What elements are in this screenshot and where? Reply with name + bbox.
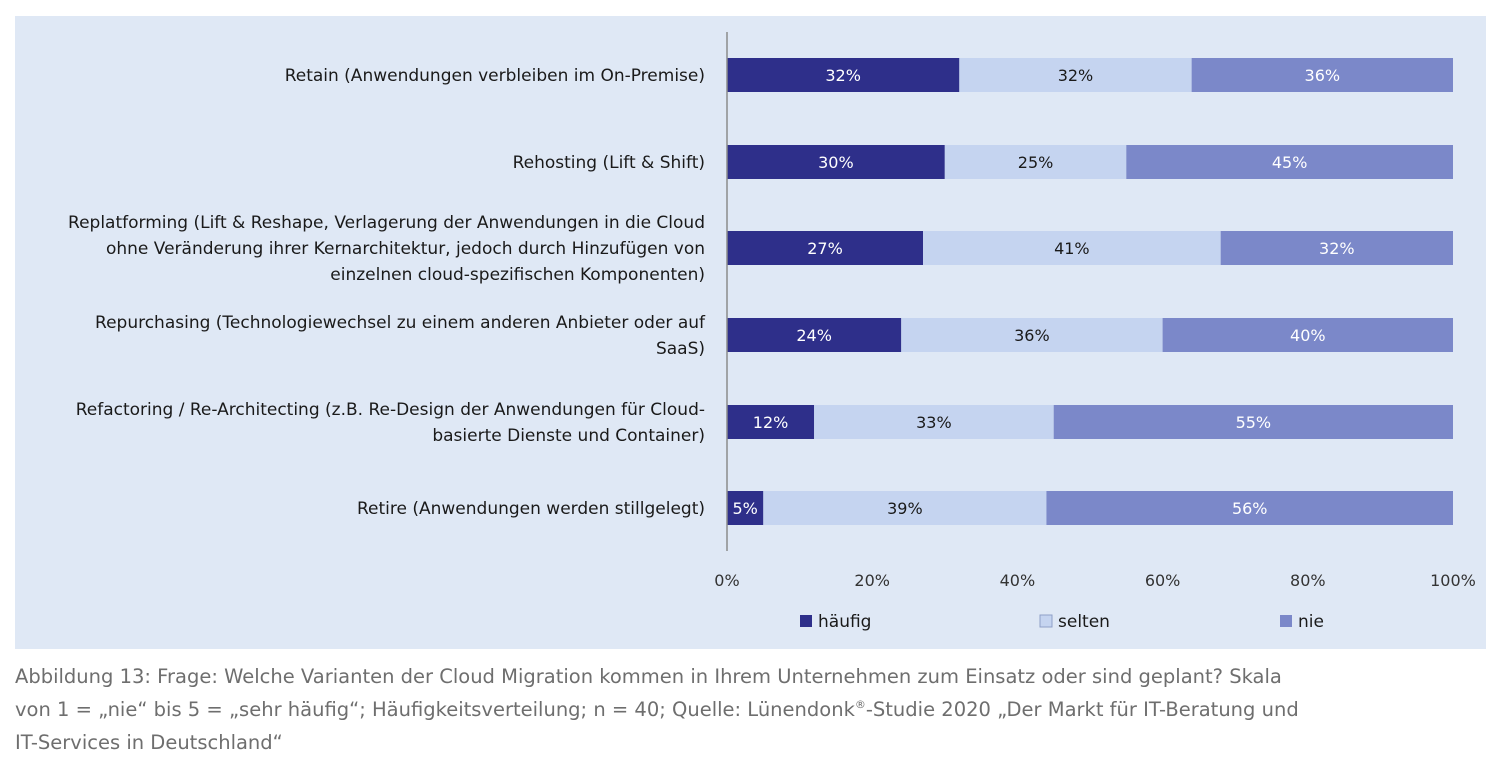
data-label: 45% (1272, 153, 1308, 172)
data-label: 12% (753, 413, 789, 432)
bar-segment-nie (1046, 491, 1453, 525)
data-label: 27% (807, 239, 843, 258)
caption-line-1: Abbildung 13: Frage: Welche Varianten de… (15, 665, 1282, 688)
category-label: Refactoring / Re-Architecting (z.B. Re-D… (76, 400, 705, 446)
bar-segment-selten (923, 231, 1221, 265)
bar-segment-selten (763, 491, 1047, 525)
bar-segment-selten (944, 145, 1127, 179)
legend-label: häufig (818, 612, 871, 632)
category-label-line: Retain (Anwendungen verbleiben im On-Pre… (285, 66, 705, 86)
chart-panel: 32% 32% 36% Retain (Anwendungen verbleiben … (15, 16, 1486, 649)
legend-swatch-selten (1039, 614, 1053, 628)
bar-segment-häufig (727, 405, 815, 439)
data-label: 24% (796, 326, 832, 345)
bar-segment-nie (1220, 231, 1453, 265)
category-label-line: Retire (Anwendungen werden stillgelegt) (357, 499, 705, 519)
bar-segment-häufig (727, 318, 902, 352)
bar-segment-häufig (727, 145, 945, 179)
x-tick-label: 100% (1430, 571, 1476, 590)
bar-segment-selten (901, 318, 1163, 352)
category-label-line: einzelnen cloud-spezifischen Komponenten… (330, 265, 705, 285)
caption-line-2: von 1 = „nie“ bis 5 = „sehr häufig“; Häu… (15, 693, 1485, 726)
data-label: 5% (732, 499, 757, 518)
x-tick-label: 80% (1290, 571, 1326, 590)
category-label: Retire (Anwendungen werden stillgelegt) (357, 499, 705, 519)
registered-mark: ® (854, 698, 866, 711)
legend-swatch-häufig (800, 615, 812, 627)
data-label: 33% (916, 413, 952, 432)
data-label: 32% (1058, 66, 1094, 85)
data-label: 32% (1319, 239, 1355, 258)
category-label-line: basierte Dienste und Container) (432, 426, 705, 446)
x-tick-label: 0% (714, 571, 739, 590)
bar-segment-nie (1191, 58, 1453, 92)
category-label-line: SaaS) (656, 339, 705, 359)
category-label: Rehosting (Lift & Shift) (513, 153, 705, 173)
stacked-bar-chart: 32% 32% 36% Retain (Anwendungen verbleiben … (68, 32, 1476, 632)
data-label: 55% (1236, 413, 1272, 432)
data-label: 36% (1305, 66, 1341, 85)
data-label: 32% (825, 66, 861, 85)
category-label-line: Refactoring / Re-Architecting (z.B. Re-D… (76, 400, 705, 420)
bar-segment-selten (814, 405, 1054, 439)
data-label: 56% (1232, 499, 1268, 518)
bar-segment-häufig (727, 491, 764, 525)
x-tick-label: 60% (1145, 571, 1181, 590)
category-label-line: ohne Veränderung ihrer Kernarchitektur, … (106, 239, 705, 259)
legend-label: nie (1298, 612, 1324, 632)
x-tick-label: 40% (1000, 571, 1036, 590)
data-label: 39% (887, 499, 923, 518)
data-label: 36% (1014, 326, 1050, 345)
bar-segment-selten (959, 58, 1192, 92)
caption-line-2-b: -Studie 2020 „Der Markt für IT-Beratung … (865, 698, 1299, 721)
category-label-line: Rehosting (Lift & Shift) (513, 153, 705, 173)
figure-caption: Abbildung 13: Frage: Welche Varianten de… (15, 660, 1485, 759)
data-label: 41% (1054, 239, 1090, 258)
x-tick-label: 20% (854, 571, 890, 590)
category-label-line: Replatforming (Lift & Reshape, Verlageru… (68, 213, 705, 233)
bar-segment-häufig (727, 58, 960, 92)
caption-line-3: IT-Services in Deutschland“ (15, 731, 283, 754)
bar-segment-nie (1162, 318, 1453, 352)
legend-swatch-nie (1280, 615, 1292, 627)
bar-segment-häufig (727, 231, 924, 265)
legend-label: selten (1058, 612, 1110, 632)
bar-segment-nie (1126, 145, 1453, 179)
category-label: Replatforming (Lift & Reshape, Verlageru… (68, 213, 705, 285)
category-label: Retain (Anwendungen verbleiben im On-Pre… (285, 66, 705, 86)
category-label-line: Repurchasing (Technologiewechsel zu eine… (95, 313, 706, 333)
caption-line-2-a: von 1 = „nie“ bis 5 = „sehr häufig“; Häu… (15, 698, 855, 721)
data-label: 30% (818, 153, 854, 172)
data-label: 40% (1290, 326, 1326, 345)
data-label: 25% (1018, 153, 1054, 172)
category-label: Repurchasing (Technologiewechsel zu eine… (95, 313, 706, 359)
bar-segment-nie (1053, 405, 1453, 439)
